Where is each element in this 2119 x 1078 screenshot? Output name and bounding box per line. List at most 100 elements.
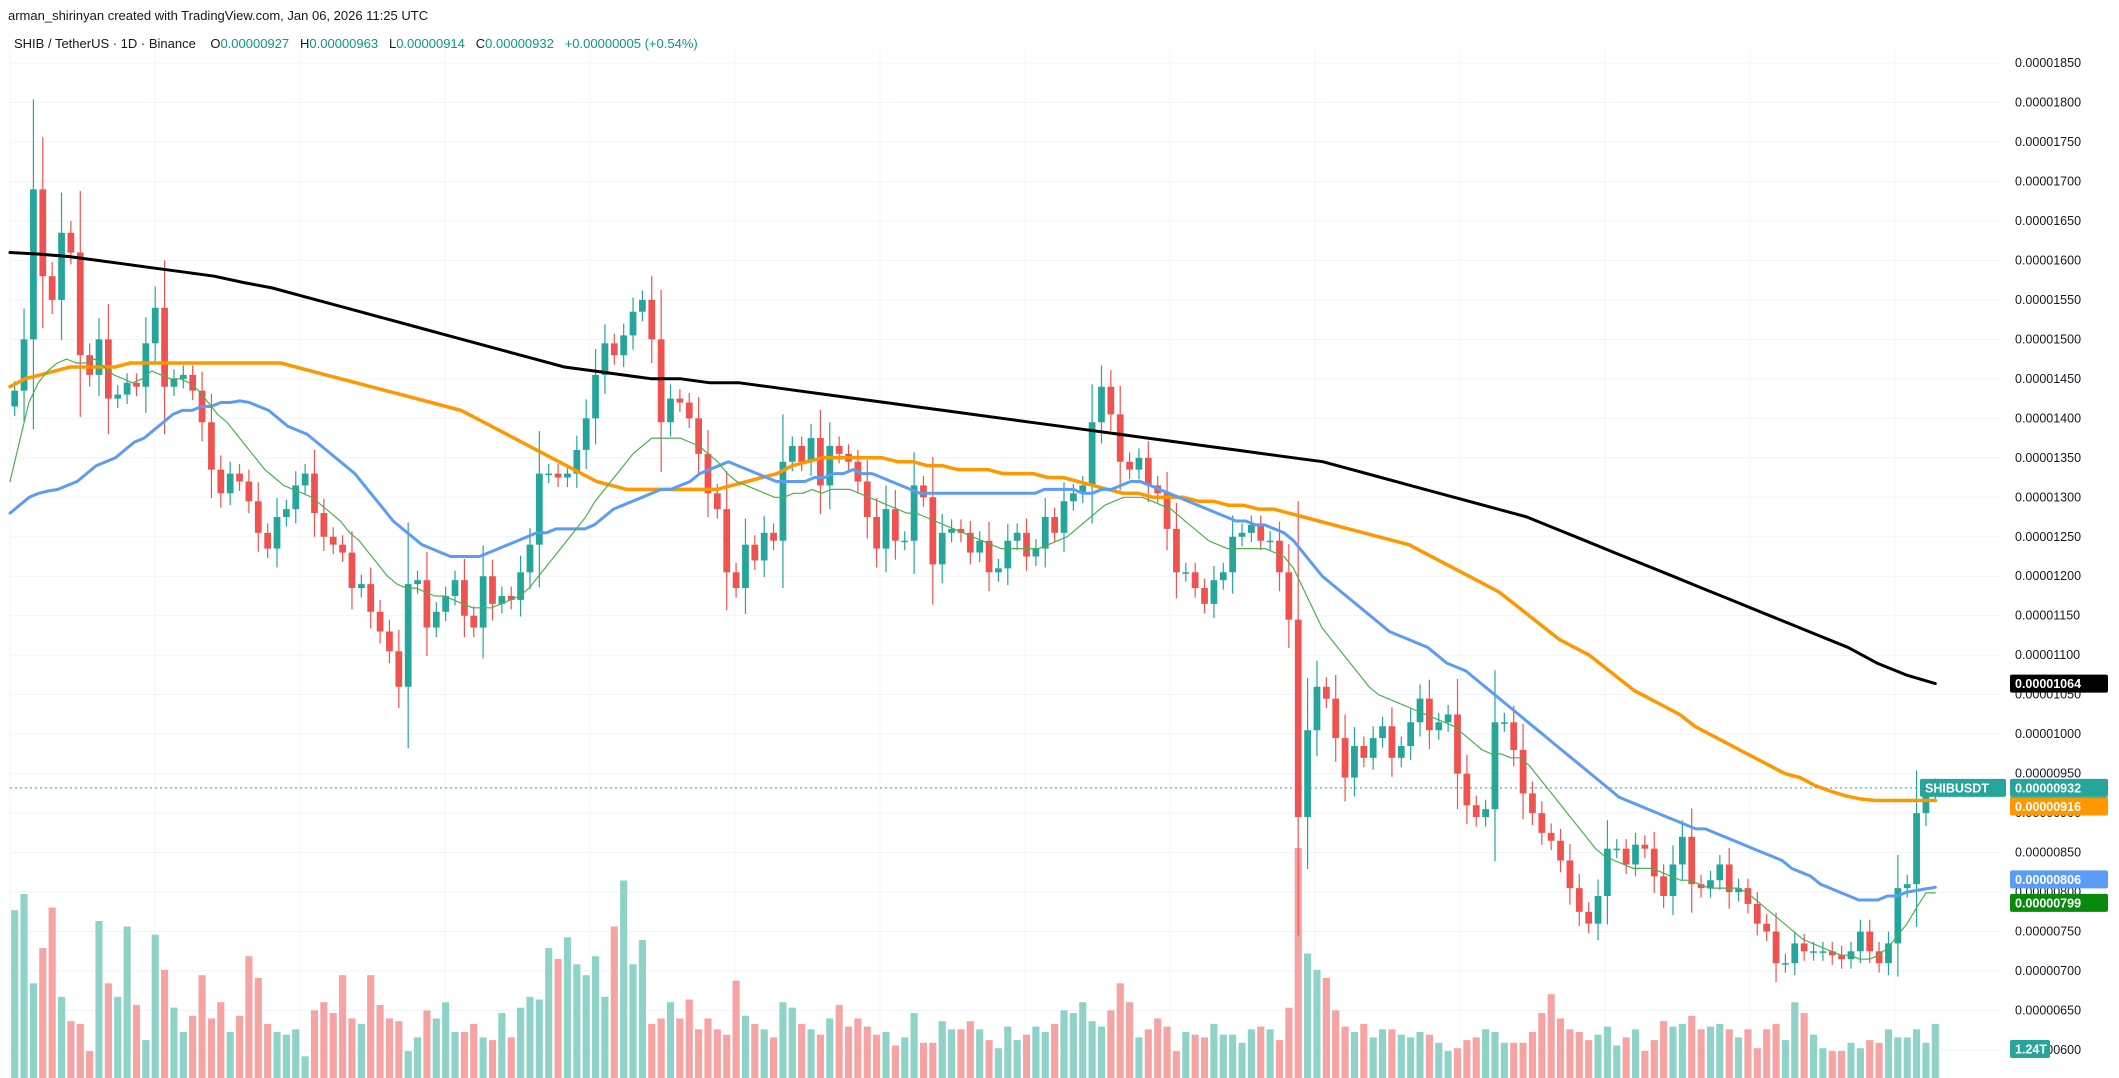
- candle-body: [301, 473, 309, 486]
- volume-bar: [854, 1018, 862, 1078]
- candle-body: [1819, 951, 1827, 953]
- candle-body: [1276, 540, 1283, 573]
- candle-body: [1416, 698, 1424, 723]
- candle-body: [1304, 730, 1311, 818]
- candle-body: [1041, 517, 1049, 549]
- candle-body: [432, 611, 440, 628]
- candle-body: [1173, 528, 1180, 573]
- volume-bar: [1528, 1032, 1537, 1078]
- candle-body: [1828, 951, 1836, 956]
- volume-bar: [1041, 1032, 1049, 1078]
- candle-body: [1725, 864, 1733, 893]
- candle-body: [1491, 722, 1499, 810]
- candle-body: [573, 449, 581, 474]
- volume-bar: [610, 926, 618, 1078]
- candle-body: [1079, 485, 1087, 494]
- volume-bar: [1229, 1034, 1237, 1078]
- volume-bar: [301, 1056, 309, 1078]
- volume-bar: [1735, 1037, 1743, 1078]
- volume-bar: [1051, 1023, 1059, 1078]
- candle-body: [535, 473, 543, 545]
- volume-bar: [498, 1013, 506, 1078]
- high-value: 0.00000963: [309, 36, 379, 51]
- volume-bar: [1088, 1021, 1096, 1078]
- volume-bar: [217, 1002, 225, 1078]
- volume-bar: [470, 1023, 478, 1078]
- volume-bar: [1294, 848, 1302, 1078]
- axis-tick-label: 0.00000850: [2015, 846, 2081, 860]
- axis-tick-label: 0.00001650: [2015, 214, 2081, 228]
- volume-bar: [48, 907, 56, 1078]
- candle-body: [545, 473, 553, 476]
- volume-bar: [1163, 1026, 1171, 1078]
- candle-body: [1098, 386, 1105, 423]
- candle-body: [1435, 722, 1443, 731]
- candle-body: [938, 532, 946, 565]
- candle-body: [807, 438, 815, 462]
- volume-bar: [1350, 1032, 1359, 1078]
- volume-bar: [404, 1050, 412, 1078]
- candle-body: [1107, 386, 1115, 415]
- candle-body: [1341, 738, 1349, 778]
- candle-body: [245, 481, 253, 502]
- candle-body: [470, 615, 478, 628]
- low-key: L: [388, 36, 397, 51]
- candle-body: [648, 299, 656, 340]
- candle-body: [770, 532, 777, 541]
- candle-body: [1332, 698, 1340, 739]
- volume-bar: [1547, 994, 1555, 1078]
- candle-body: [1641, 844, 1649, 849]
- candle-body: [161, 307, 168, 387]
- candle-body: [208, 422, 215, 470]
- volume-bar: [1866, 1040, 1874, 1078]
- axis-tick-label: 0.00001100: [2015, 648, 2080, 662]
- volume-bar: [479, 1037, 487, 1078]
- volume-bar: [994, 1048, 1002, 1078]
- candle-body: [1753, 903, 1761, 924]
- symbol-label[interactable]: SHIB / TetherUS · 1D · Binance: [14, 36, 196, 51]
- volume-bar: [1425, 1034, 1433, 1078]
- moving-averages: [8, 251, 1938, 960]
- candle-body: [657, 339, 665, 423]
- candle-body: [254, 501, 262, 533]
- candle-body: [1229, 536, 1237, 573]
- tag-last-price: 0.00000932: [2010, 778, 2108, 797]
- volume-bar: [526, 996, 534, 1078]
- candle-body: [610, 343, 618, 356]
- candle-body: [1163, 493, 1171, 529]
- volume-bar: [1285, 1007, 1293, 1078]
- volume-bar: [161, 969, 169, 1078]
- volume-bar: [816, 1034, 824, 1078]
- candle-body: [863, 481, 871, 518]
- candle-body: [1594, 896, 1602, 924]
- volume-bar: [1566, 1029, 1574, 1078]
- volume-bar: [1744, 1029, 1752, 1078]
- candle-body: [1013, 532, 1021, 541]
- volume-bar: [901, 1037, 909, 1078]
- volume-bar: [189, 1015, 197, 1078]
- volume-bar: [1922, 1042, 1930, 1078]
- open-value: 0.00000927: [220, 36, 290, 51]
- volume-bar: [938, 1021, 946, 1078]
- tag-ma-mid-bg: [2010, 870, 2108, 889]
- candle-body: [1885, 943, 1892, 964]
- candle-body: [620, 335, 628, 356]
- tag-ma-slow-bg: [2010, 797, 2108, 816]
- volume-bar: [882, 1032, 890, 1078]
- candle-body: [1060, 501, 1068, 533]
- ma-slow-line: [8, 361, 1938, 803]
- volume-bar: [517, 1007, 525, 1078]
- volume-bar: [741, 1015, 750, 1078]
- volume-bar: [1688, 1015, 1696, 1078]
- candle-body: [1810, 951, 1817, 953]
- candle-body: [882, 509, 890, 549]
- volume-bar: [1304, 953, 1312, 1078]
- candle-body: [283, 509, 290, 518]
- volume-bar: [1210, 1023, 1218, 1078]
- candle-body: [48, 276, 56, 300]
- tag-volume: 1.24T: [2010, 1040, 2050, 1058]
- candle-body: [414, 580, 421, 585]
- candle-body: [442, 595, 450, 612]
- candle-body: [1763, 923, 1771, 932]
